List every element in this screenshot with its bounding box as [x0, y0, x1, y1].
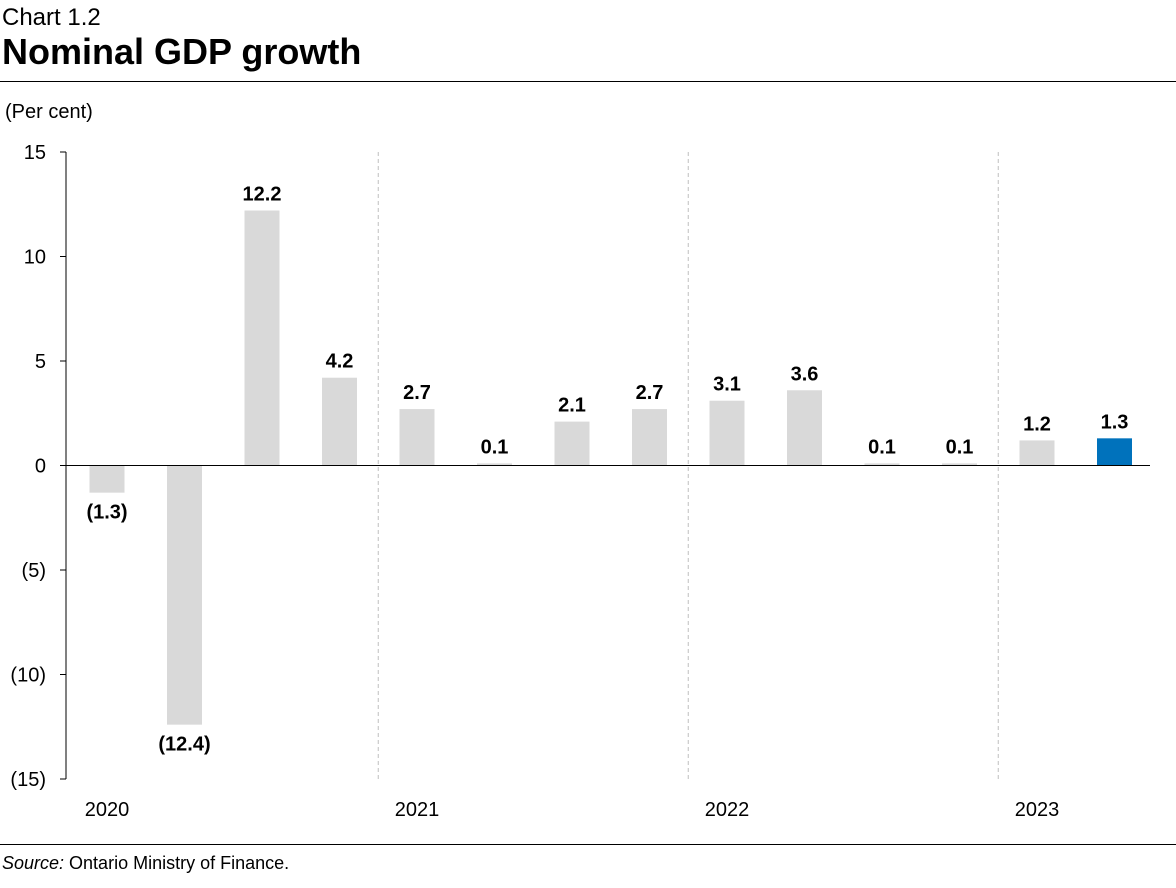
data-label: 1.3 — [1101, 411, 1129, 433]
y-tick-label: (5) — [22, 560, 46, 582]
x-year-label: 2020 — [85, 799, 130, 821]
data-label: (1.3) — [86, 502, 127, 524]
bar — [864, 463, 900, 466]
bar — [399, 409, 435, 466]
bar — [942, 463, 977, 466]
data-label: 12.2 — [243, 184, 282, 206]
bar — [709, 400, 745, 466]
bar — [1019, 440, 1055, 466]
y-tick-label: 10 — [24, 247, 46, 269]
data-label: 3.1 — [713, 374, 741, 396]
chart-title: Nominal GDP growth — [2, 31, 362, 72]
y-tick-label: 0 — [35, 456, 46, 478]
data-label: 2.1 — [558, 395, 586, 417]
source-prefix: Source: — [2, 853, 65, 873]
source-note: Source: Ontario Ministry of Finance. — [2, 853, 289, 874]
data-label: 2.7 — [403, 382, 431, 404]
bar — [244, 210, 280, 466]
data-label: 3.6 — [791, 363, 819, 385]
bar — [787, 390, 822, 466]
data-label: 0.1 — [946, 436, 974, 458]
y-tick-label: (15) — [10, 769, 46, 791]
chart-number: Chart 1.2 — [2, 4, 101, 31]
y-tick-label: 5 — [35, 351, 46, 373]
bar — [322, 377, 357, 466]
x-year-label: 2021 — [395, 799, 440, 821]
bar — [167, 465, 202, 725]
bar — [477, 463, 512, 466]
bar — [89, 465, 125, 493]
bar — [632, 409, 667, 466]
bar — [1097, 438, 1132, 466]
data-label: (12.4) — [158, 734, 210, 756]
y-axis-unit-label: (Per cent) — [5, 101, 93, 123]
data-label: 2.7 — [636, 382, 664, 404]
data-label: 0.1 — [868, 436, 896, 458]
y-tick-label: (10) — [10, 665, 46, 687]
data-label: 1.2 — [1023, 413, 1051, 435]
data-label: 4.2 — [326, 351, 354, 373]
bottom-divider — [0, 844, 1176, 845]
x-year-label: 2022 — [705, 799, 750, 821]
bar — [554, 421, 590, 466]
top-divider — [0, 81, 1176, 82]
x-year-label: 2023 — [1015, 799, 1060, 821]
data-label: 0.1 — [481, 436, 509, 458]
y-tick-label: 15 — [24, 142, 46, 164]
source-text: Ontario Ministry of Finance. — [64, 853, 290, 873]
